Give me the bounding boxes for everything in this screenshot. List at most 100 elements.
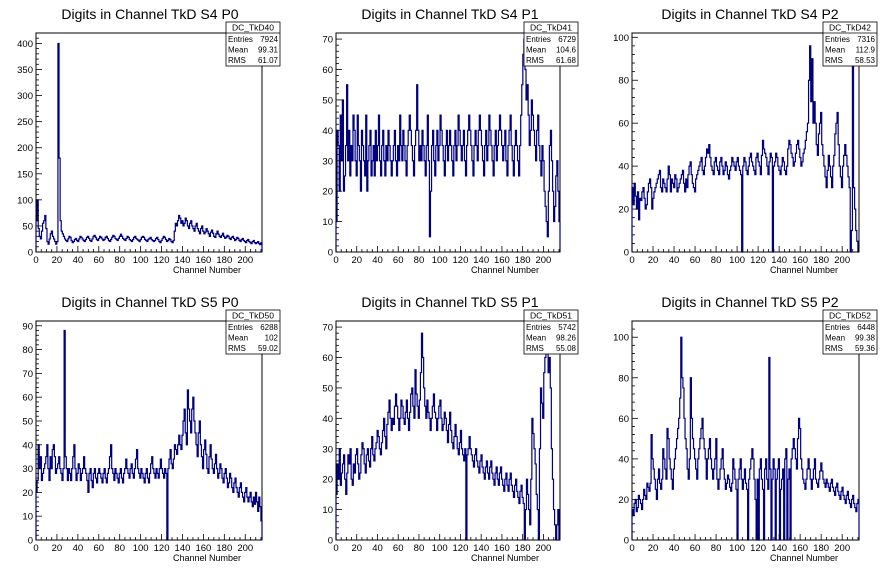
stats-label: Mean: [825, 334, 845, 343]
chart-title: Digits in Channel TkD S4 P1: [361, 6, 538, 22]
stats-value: 55.08: [556, 344, 577, 353]
y-tick-label: 20: [618, 205, 629, 216]
stats-label: Entries: [526, 323, 551, 332]
x-tick-label: 80: [414, 543, 425, 554]
x-tick-label: 160: [494, 543, 510, 554]
stats-box: DC_TkD40 Entries 7924 Mean 99.31 RMS 61.07: [225, 21, 281, 67]
x-axis-label: Channel Number: [770, 553, 838, 563]
y-tick-label: 60: [322, 353, 333, 364]
y-tick-label: 10: [322, 505, 333, 516]
y-tick-label: 50: [22, 221, 33, 232]
histogram-series: [35, 42, 263, 252]
x-axis-label: Channel Number: [173, 265, 241, 275]
stats-value: 99.31: [258, 46, 279, 55]
y-tick-label: 70: [322, 35, 333, 46]
x-tick-label: 140: [771, 543, 787, 554]
x-tick-label: 180: [813, 543, 829, 554]
plot-frame: [35, 32, 263, 253]
y-tick-label: 100: [613, 33, 629, 44]
stats-value: 7924: [260, 35, 278, 44]
histogram-series: [35, 329, 263, 541]
stats-name: DC_TkD51: [530, 311, 572, 321]
y-tick-label: 60: [322, 65, 333, 76]
stats-box-frame: [822, 309, 878, 355]
x-tick-label: 40: [669, 543, 680, 554]
y-tick-label: 50: [22, 416, 33, 427]
x-tick-label: 120: [750, 255, 766, 266]
y-tick-label: 0: [28, 536, 33, 547]
stats-value: 59.36: [855, 344, 876, 353]
y-tick-label: 60: [618, 119, 629, 130]
histogram-panel-2: Digits in Channel TkD S4 P2 0 20 40 60 80 100 1…: [613, 6, 878, 275]
y-tick-label: 100: [613, 333, 629, 344]
x-tick-label: 160: [494, 255, 510, 266]
x-tick-label: 60: [393, 543, 404, 554]
plot-frame: [631, 320, 860, 541]
stats-label: Mean: [526, 46, 546, 55]
x-tick-label: 120: [750, 543, 766, 554]
x-tick-label: 160: [195, 255, 211, 266]
x-tick-label: 60: [393, 255, 404, 266]
plot-frame: [35, 320, 263, 541]
stats-name: DC_TkD42: [829, 23, 871, 33]
stats-value: 7316: [857, 35, 875, 44]
x-tick-label: 180: [216, 543, 232, 554]
stats-label: Entries: [228, 323, 253, 332]
stats-label: RMS: [825, 344, 843, 353]
y-tick-label: 40: [618, 162, 629, 173]
histogram-panel-4: Digits in Channel TkD S5 P10 20 40 60 80 100 1…: [322, 294, 579, 563]
stats-value: 61.07: [258, 56, 279, 65]
x-tick-label: 180: [216, 255, 232, 266]
histogram-series: [335, 326, 560, 541]
y-tick-label: 60: [22, 393, 33, 404]
y-tick-label: 30: [322, 444, 333, 455]
y-tick-label: 10: [322, 217, 333, 228]
x-tick-label: 40: [73, 255, 84, 266]
stats-box-frame: [523, 21, 579, 67]
stats-value: 98.26: [556, 334, 577, 343]
x-tick-label: 100: [729, 255, 745, 266]
y-tick-label: 0: [328, 536, 333, 547]
x-tick-label: 20: [648, 543, 659, 554]
x-tick-label: 0: [629, 255, 634, 266]
y-tick-label: 300: [17, 91, 33, 102]
y-tick-label: 0: [328, 248, 333, 259]
x-tick-label: 20: [52, 543, 63, 554]
stats-label: RMS: [825, 56, 843, 65]
x-tick-label: 20: [351, 543, 362, 554]
y-tick-label: 200: [17, 143, 33, 154]
stats-label: Entries: [825, 323, 850, 332]
x-tick-label: 80: [711, 255, 722, 266]
stats-box-frame: [225, 21, 281, 67]
x-tick-label: 100: [133, 255, 149, 266]
stats-box: DC_TkD42 Entries 7316 Mean 112.9 RMS 58.53: [822, 21, 878, 67]
y-tick-label: 20: [322, 475, 333, 486]
x-tick-label: 40: [372, 543, 383, 554]
x-tick-label: 140: [473, 255, 489, 266]
x-axis-label: Channel Number: [471, 553, 539, 563]
y-tick-label: 100: [17, 195, 33, 206]
stats-label: Mean: [228, 334, 248, 343]
y-tick-label: 30: [322, 156, 333, 167]
y-tick-label: 0: [28, 248, 33, 259]
x-tick-label: 80: [114, 543, 125, 554]
y-tick-label: 30: [22, 464, 33, 475]
stats-label: Mean: [228, 46, 248, 55]
x-tick-label: 80: [114, 255, 125, 266]
stats-value: 99.38: [855, 334, 876, 343]
chart-title: Digits in Channel TkD S5 P1: [361, 294, 538, 310]
y-tick-label: 40: [618, 454, 629, 465]
x-tick-label: 160: [195, 543, 211, 554]
stats-label: Entries: [825, 35, 850, 44]
x-tick-label: 0: [333, 255, 338, 266]
y-tick-label: 400: [17, 39, 33, 50]
stats-name: DC_TkD50: [232, 311, 274, 321]
y-tick-label: 40: [22, 440, 33, 451]
x-tick-label: 20: [351, 255, 362, 266]
x-tick-label: 120: [453, 543, 469, 554]
y-tick-label: 10: [22, 512, 33, 523]
stats-name: DC_TkD52: [829, 311, 871, 321]
stats-box: DC_TkD50 Entries 6288 Mean 102 RMS 59.02: [225, 309, 281, 355]
y-tick-label: 150: [17, 169, 33, 180]
stats-label: Entries: [228, 35, 253, 44]
